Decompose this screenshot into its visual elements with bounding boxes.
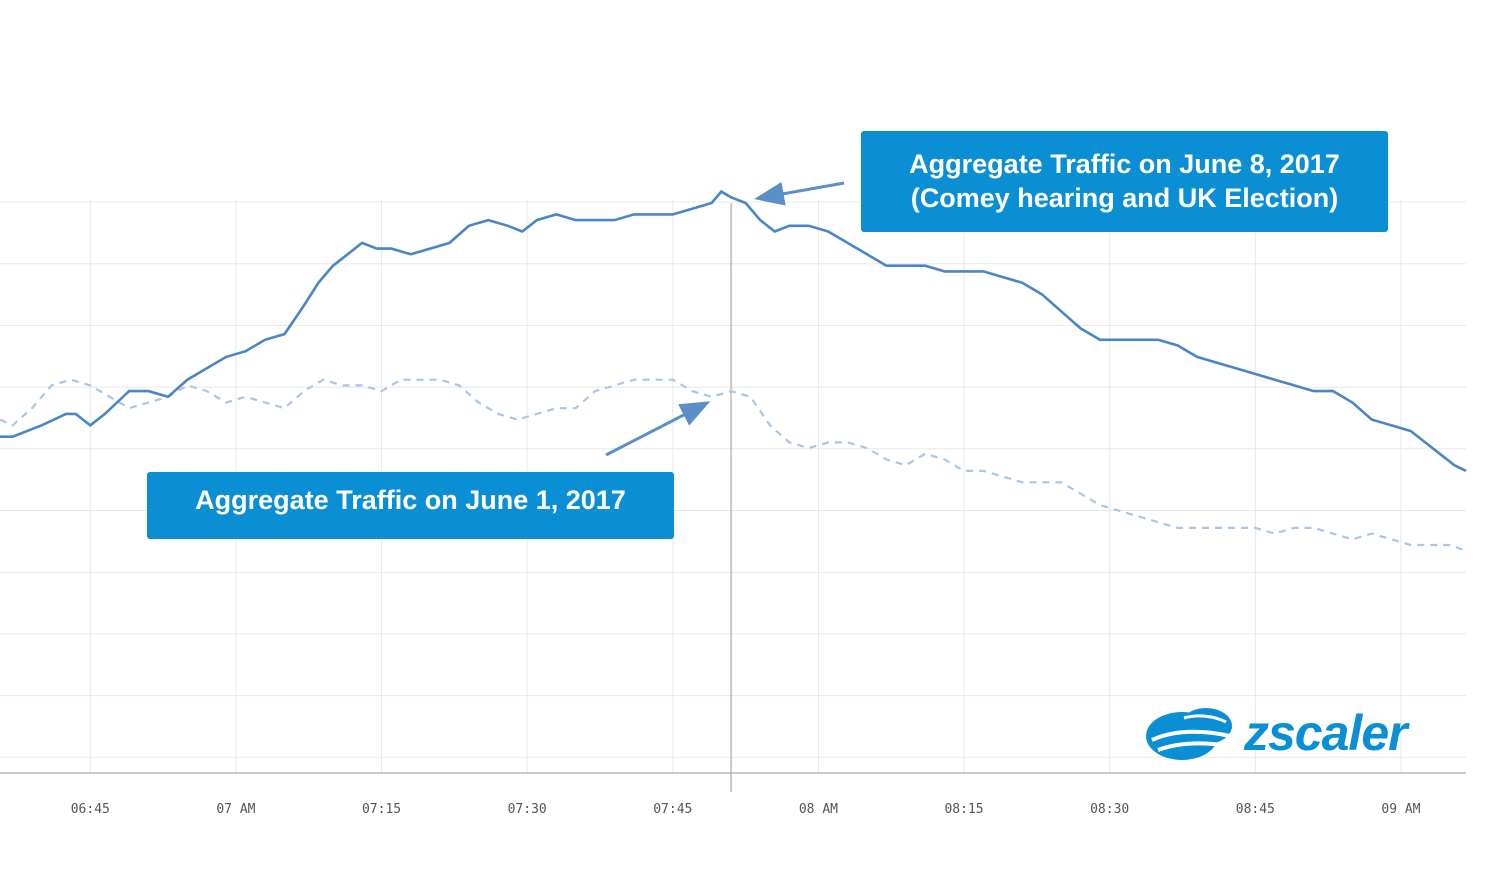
callout-june1-title: Aggregate Traffic on June 1, 2017 <box>195 485 626 515</box>
series-june8-line <box>0 189 1467 473</box>
cloud-icon <box>1146 708 1232 760</box>
x-tick-label: 09 AM <box>1381 802 1420 817</box>
callout-june1: Aggregate Traffic on June 1, 2017 <box>147 472 674 539</box>
logo-wordmark: zscaler <box>1244 705 1408 761</box>
callout-june8-subtitle: (Comey hearing and UK Election) <box>910 183 1339 213</box>
x-tick-label: 08:45 <box>1236 802 1275 817</box>
x-tick-label: 07:45 <box>653 802 692 817</box>
annotation-arrow-june1 <box>605 401 711 457</box>
annotation-arrow-june8 <box>754 181 845 206</box>
x-tick-label: 07:30 <box>508 802 547 817</box>
x-tick-label: 07 AM <box>216 802 255 817</box>
x-axis-ticks: 06:45 07 AM 07:15 07:30 07:45 08 AM 08:15 08:30… <box>71 802 1421 817</box>
x-tick-label: 06:45 <box>71 802 110 817</box>
x-tick-label: 07:15 <box>362 802 401 817</box>
x-tick-label: 08:30 <box>1090 802 1129 817</box>
x-tick-label: 08 AM <box>799 802 838 817</box>
series-june1-line <box>0 378 1467 552</box>
x-tick-label: 08:15 <box>944 802 983 817</box>
callout-june8: Aggregate Traffic on June 8, 2017 (Comey… <box>861 131 1388 232</box>
zscaler-logo: zscaler <box>1144 700 1424 770</box>
callout-june8-title: Aggregate Traffic on June 8, 2017 <box>909 149 1340 179</box>
